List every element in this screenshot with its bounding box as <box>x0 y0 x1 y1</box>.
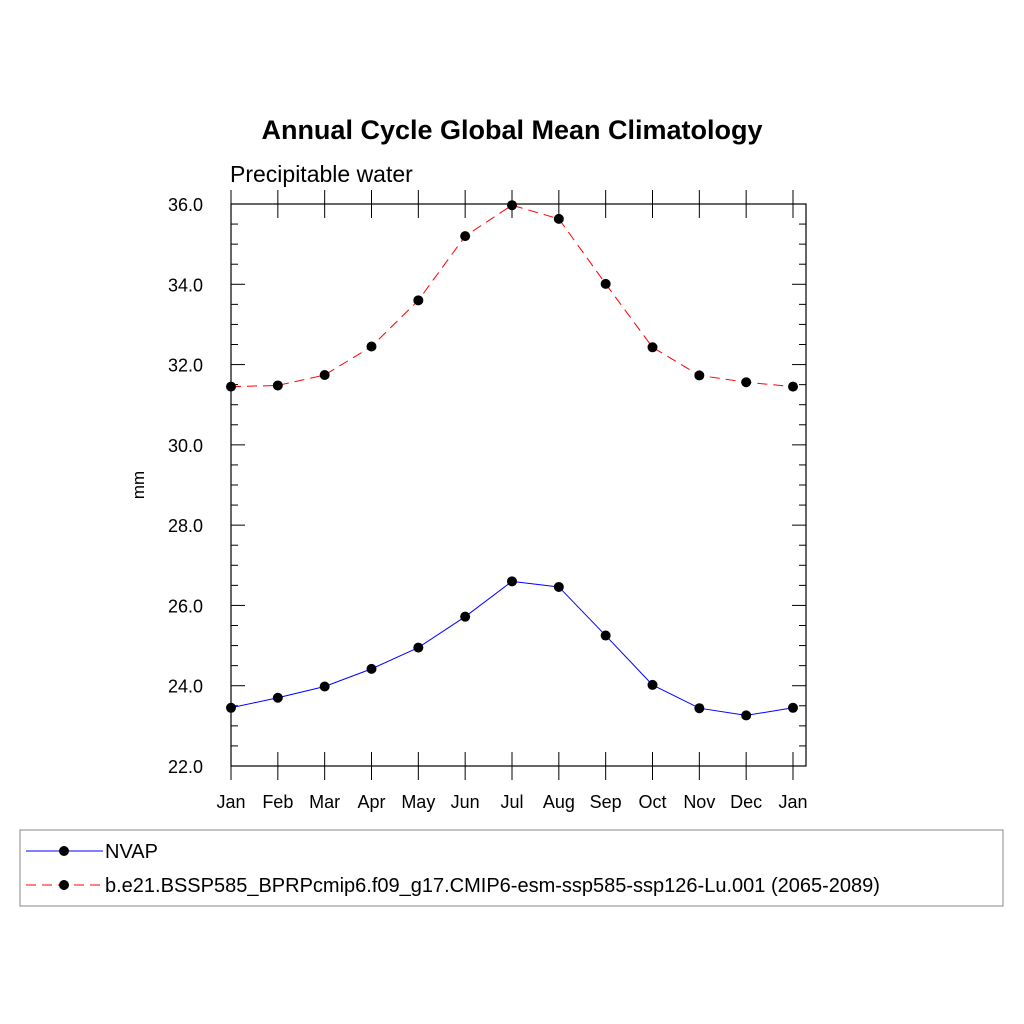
data-point <box>788 381 798 392</box>
data-point <box>319 370 330 381</box>
data-point <box>647 679 658 690</box>
chart-subtitle: Precipitable water <box>230 161 413 187</box>
x-tick-label: Jan <box>216 792 245 812</box>
data-point <box>460 611 471 622</box>
x-tick-label: Mar <box>309 792 340 812</box>
data-point <box>694 703 705 714</box>
x-tick-label: Apr <box>357 792 385 812</box>
x-tick-label: May <box>401 792 435 812</box>
x-tick-label: Aug <box>543 792 575 812</box>
data-point <box>741 710 752 721</box>
legend: NVAP b.e21.BSSP585_BPRPcmip6.f09_g17.CMIP… <box>19 829 1004 907</box>
x-tick-label: Nov <box>683 792 715 812</box>
y-tick-label: 36.0 <box>168 195 203 215</box>
data-point <box>413 295 424 306</box>
y-tick-label: 30.0 <box>168 436 203 456</box>
series-line <box>230 580 794 716</box>
data-point <box>553 581 564 592</box>
y-tick-label: 28.0 <box>168 516 203 536</box>
series-nvap <box>226 576 798 721</box>
data-point <box>741 377 752 388</box>
data-point <box>226 702 236 713</box>
data-point <box>272 380 283 391</box>
legend-marker <box>59 846 69 856</box>
x-tick-label: Oct <box>638 792 666 812</box>
plot-frame <box>230 203 807 767</box>
series-line <box>230 204 794 388</box>
data-point <box>226 381 236 392</box>
data-point <box>694 370 705 381</box>
x-tick-label: Feb <box>262 792 293 812</box>
series-model <box>226 200 798 392</box>
y-tick-label: 32.0 <box>168 356 203 376</box>
y-axis-ticks <box>231 203 806 767</box>
legend-entry-label: NVAP <box>105 841 158 863</box>
plot-area: 22.0 24.0 26.0 28.0 30.0 32.0 34.0 36.0 Jan Feb Ma… <box>168 190 808 812</box>
data-point <box>788 702 798 713</box>
y-tick-label: 24.0 <box>168 677 203 697</box>
data-point <box>553 213 564 224</box>
y-axis-label: mm <box>129 471 148 499</box>
data-point <box>366 341 377 352</box>
legend-box <box>19 829 1004 907</box>
x-tick-label: Sep <box>590 792 622 812</box>
data-point <box>460 231 471 242</box>
data-point <box>272 692 283 703</box>
y-tick-label: 26.0 <box>168 596 203 616</box>
y-tick-label: 34.0 <box>168 275 203 295</box>
x-axis-ticks <box>230 190 794 780</box>
data-point <box>366 663 377 674</box>
y-tick-label: 22.0 <box>168 757 203 777</box>
data-point <box>507 576 517 587</box>
x-tick-label: Jul <box>500 792 523 812</box>
data-point <box>647 342 658 353</box>
legend-entry-label: b.e21.BSSP585_BPRPcmip6.f09_g17.CMIP6-es… <box>105 875 880 897</box>
x-tick-label: Jun <box>451 792 480 812</box>
data-point <box>413 642 424 653</box>
x-tick-label: Dec <box>730 792 762 812</box>
data-point <box>507 200 517 211</box>
data-point <box>600 278 611 289</box>
data-point <box>600 630 611 641</box>
x-tick-label: Jan <box>778 792 807 812</box>
legend-marker <box>59 880 69 890</box>
data-point <box>319 681 330 692</box>
chart-title: Annual Cycle Global Mean Climatology <box>261 115 762 145</box>
